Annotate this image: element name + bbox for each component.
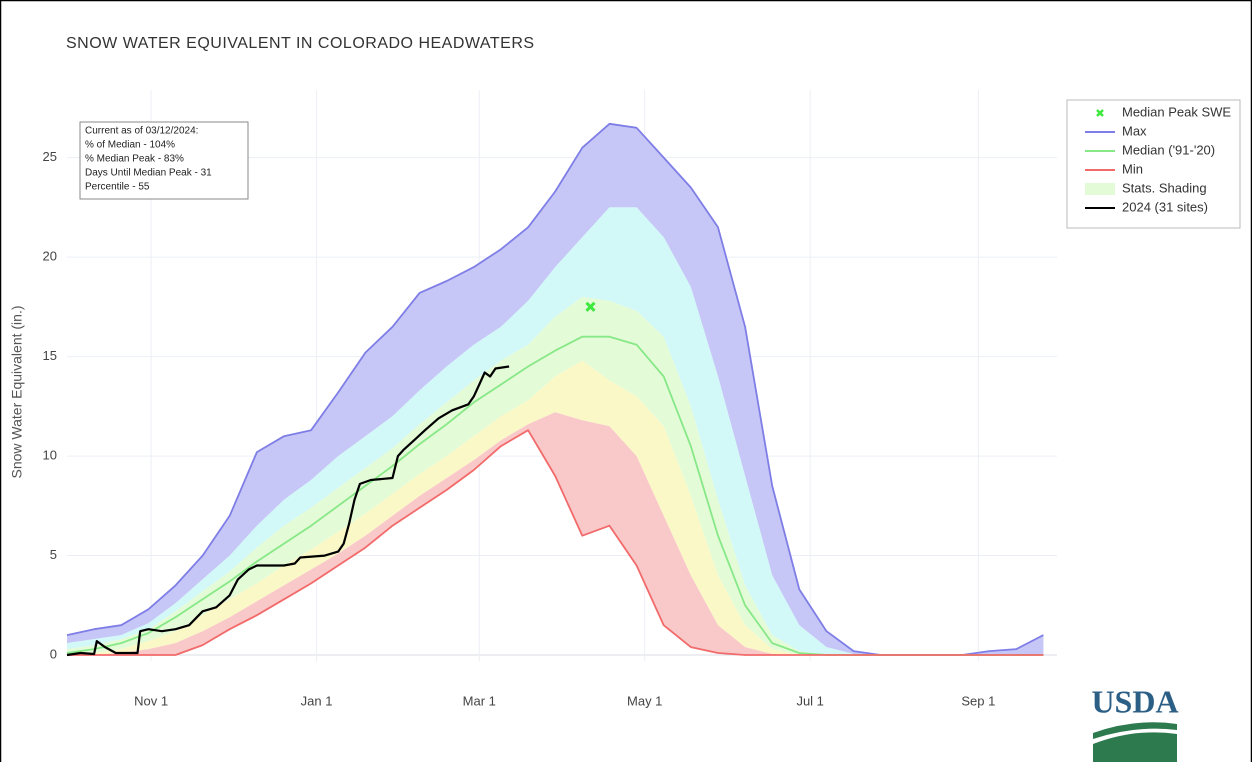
stats-band (67, 360, 1044, 655)
usda-logo: USDA (1091, 683, 1179, 762)
legend-label: Max (1122, 123, 1147, 138)
legend-label: Min (1122, 161, 1143, 176)
x-tick-label: Sep 1 (961, 693, 995, 708)
legend-label: Stats. Shading (1122, 180, 1207, 195)
stats-band (67, 207, 1044, 655)
legend-label: 2024 (31 sites) (1122, 199, 1208, 214)
x-tick-label: Nov 1 (134, 693, 168, 708)
y-tick-label: 25 (43, 149, 57, 164)
logo-field (1093, 732, 1177, 762)
legend-marker (1096, 109, 1104, 117)
legend-label: Median ('91-'20) (1122, 142, 1215, 157)
y-tick-label: 0 (50, 646, 57, 661)
x-tick-label: May 1 (627, 693, 662, 708)
legend (1066, 99, 1241, 229)
annotation-line: Percentile - 55 (85, 182, 150, 193)
plot-area (66, 90, 1057, 661)
annotation-line: Current as of 03/12/2024: (85, 126, 198, 137)
median-peak-marker (585, 301, 596, 312)
x-tick-label: Jan 1 (301, 693, 333, 708)
chart-title: SNOW WATER EQUIVALENT IN COLORADO HEADWA… (66, 35, 535, 52)
stats-band (67, 412, 1044, 655)
x-tick-label: Mar 1 (463, 693, 496, 708)
logo-wave (1093, 722, 1177, 739)
x-tick-label: Jul 1 (796, 693, 823, 708)
y-axis-label: Snow Water Equivalent (in.) (9, 306, 25, 479)
series-line (67, 429, 1044, 656)
legend-label: Median Peak SWE (1122, 104, 1231, 119)
y-tick-label: 10 (43, 448, 57, 463)
annotation-line: % Median Peak - 83% (85, 154, 184, 165)
y-tick-label: 5 (50, 547, 57, 562)
stats-band (67, 123, 1044, 656)
stats-band (67, 296, 1044, 655)
annotation-box (79, 121, 249, 200)
logo-text: USDA (1091, 683, 1178, 719)
legend-swatch (1085, 183, 1115, 195)
series-line (66, 365, 510, 657)
annotation-line: Days Until Median Peak - 31 (85, 168, 212, 179)
annotation-line: % of Median - 104% (85, 140, 175, 151)
y-tick-label: 20 (43, 249, 57, 264)
y-tick-label: 15 (43, 348, 57, 363)
